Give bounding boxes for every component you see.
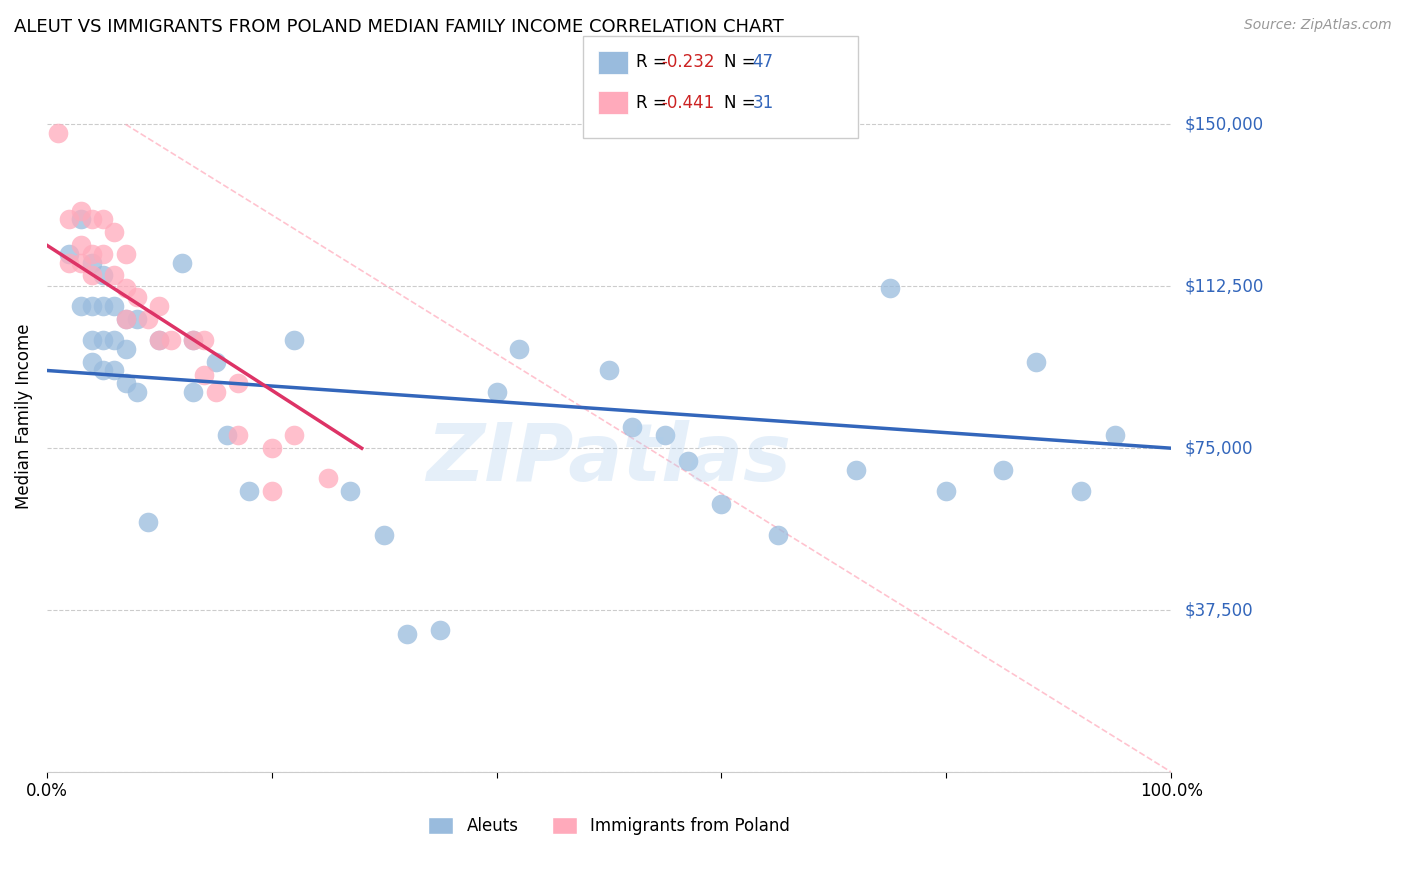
Point <box>125 290 148 304</box>
Text: $75,000: $75,000 <box>1185 439 1254 458</box>
Point <box>339 484 361 499</box>
Point <box>260 441 283 455</box>
Point <box>91 212 114 227</box>
Point <box>1025 355 1047 369</box>
Point <box>91 363 114 377</box>
Text: ZIPatlas: ZIPatlas <box>426 419 792 498</box>
Text: -0.232: -0.232 <box>661 54 714 71</box>
Point <box>125 385 148 400</box>
Point <box>103 333 125 347</box>
Point <box>103 225 125 239</box>
Point <box>204 385 226 400</box>
Point <box>91 333 114 347</box>
Point <box>46 126 69 140</box>
Text: R =: R = <box>636 54 672 71</box>
Point <box>283 428 305 442</box>
Point <box>103 363 125 377</box>
Point <box>485 385 508 400</box>
Point <box>69 212 91 227</box>
Text: $150,000: $150,000 <box>1185 115 1264 134</box>
Point <box>136 515 159 529</box>
Point <box>238 484 260 499</box>
Point <box>181 333 204 347</box>
Point <box>395 627 418 641</box>
Point <box>226 428 249 442</box>
Point <box>69 299 91 313</box>
Point <box>879 281 901 295</box>
Point <box>114 311 136 326</box>
Point <box>80 299 103 313</box>
Legend: Aleuts, Immigrants from Poland: Aleuts, Immigrants from Poland <box>427 817 790 835</box>
Point <box>80 355 103 369</box>
Point <box>58 255 80 269</box>
Text: -0.441: -0.441 <box>661 94 714 112</box>
Point <box>103 299 125 313</box>
Point <box>114 376 136 391</box>
Point <box>316 471 339 485</box>
Text: ALEUT VS IMMIGRANTS FROM POLAND MEDIAN FAMILY INCOME CORRELATION CHART: ALEUT VS IMMIGRANTS FROM POLAND MEDIAN F… <box>14 18 783 36</box>
Point <box>103 268 125 283</box>
Point <box>69 255 91 269</box>
Text: $37,500: $37,500 <box>1185 601 1254 619</box>
Point <box>91 268 114 283</box>
Text: N =: N = <box>724 54 761 71</box>
Point <box>373 527 395 541</box>
Point <box>991 463 1014 477</box>
Point <box>710 497 733 511</box>
Point <box>114 247 136 261</box>
Point <box>170 255 193 269</box>
Text: N =: N = <box>724 94 761 112</box>
Point <box>125 311 148 326</box>
Point <box>215 428 238 442</box>
Point <box>181 385 204 400</box>
Point <box>429 623 451 637</box>
Point <box>935 484 957 499</box>
Point <box>204 355 226 369</box>
Text: 47: 47 <box>752 54 773 71</box>
Point <box>148 333 170 347</box>
Point <box>676 454 699 468</box>
Point <box>508 342 530 356</box>
Point <box>69 203 91 218</box>
Point <box>80 333 103 347</box>
Point <box>598 363 620 377</box>
Point <box>181 333 204 347</box>
Y-axis label: Median Family Income: Median Family Income <box>15 323 32 508</box>
Point <box>654 428 676 442</box>
Text: $112,500: $112,500 <box>1185 277 1264 295</box>
Point <box>193 368 215 382</box>
Point <box>91 299 114 313</box>
Point <box>1070 484 1092 499</box>
Text: R =: R = <box>636 94 672 112</box>
Point <box>80 268 103 283</box>
Text: 31: 31 <box>752 94 773 112</box>
Point <box>80 255 103 269</box>
Point <box>91 247 114 261</box>
Point <box>159 333 181 347</box>
Point <box>193 333 215 347</box>
Point <box>148 299 170 313</box>
Point <box>1104 428 1126 442</box>
Point <box>114 281 136 295</box>
Point <box>114 311 136 326</box>
Point <box>620 419 643 434</box>
Point <box>226 376 249 391</box>
Point <box>260 484 283 499</box>
Point <box>283 333 305 347</box>
Point <box>80 247 103 261</box>
Point <box>136 311 159 326</box>
Point <box>114 342 136 356</box>
Point <box>148 333 170 347</box>
Point <box>58 247 80 261</box>
Point <box>845 463 868 477</box>
Point <box>80 212 103 227</box>
Point <box>766 527 789 541</box>
Point <box>58 212 80 227</box>
Point <box>69 238 91 252</box>
Text: Source: ZipAtlas.com: Source: ZipAtlas.com <box>1244 18 1392 32</box>
